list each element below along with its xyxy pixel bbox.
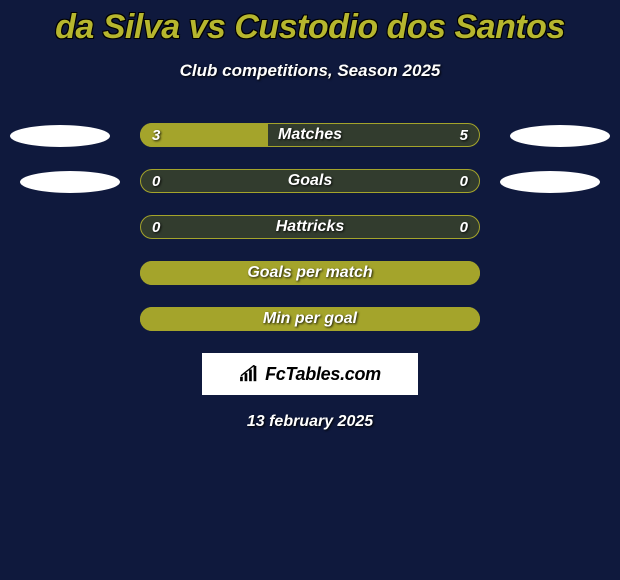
- page-title: da Silva vs Custodio dos Santos: [0, 0, 620, 47]
- subtitle: Club competitions, Season 2025: [0, 61, 620, 81]
- player-marker-right: [500, 171, 600, 193]
- stat-label: Goals per match: [140, 261, 480, 285]
- stat-label: Min per goal: [140, 307, 480, 331]
- brand-box: FcTables.com: [202, 353, 418, 395]
- stat-pill: Min per goal: [140, 307, 480, 331]
- stat-row: 00Hattricks: [0, 215, 620, 239]
- date-text: 13 february 2025: [0, 413, 620, 431]
- stat-pill: 00Goals: [140, 169, 480, 193]
- stat-pill: Goals per match: [140, 261, 480, 285]
- stat-label: Goals: [140, 169, 480, 193]
- stat-pill: 35Matches: [140, 123, 480, 147]
- stat-row: 35Matches: [0, 123, 620, 147]
- stat-row: Goals per match: [0, 261, 620, 285]
- player-marker-left: [20, 171, 120, 193]
- stat-pill: 00Hattricks: [140, 215, 480, 239]
- stat-row: Min per goal: [0, 307, 620, 331]
- player-marker-right: [510, 125, 610, 147]
- brand-chart-icon: [239, 365, 261, 383]
- stats-container: 35Matches 00Goals 00Hattricks Goals per mat…: [0, 123, 620, 331]
- stat-label: Hattricks: [140, 215, 480, 239]
- stat-row: 00Goals: [0, 169, 620, 193]
- stat-label: Matches: [140, 123, 480, 147]
- player-marker-left: [10, 125, 110, 147]
- brand-text: FcTables.com: [265, 364, 381, 385]
